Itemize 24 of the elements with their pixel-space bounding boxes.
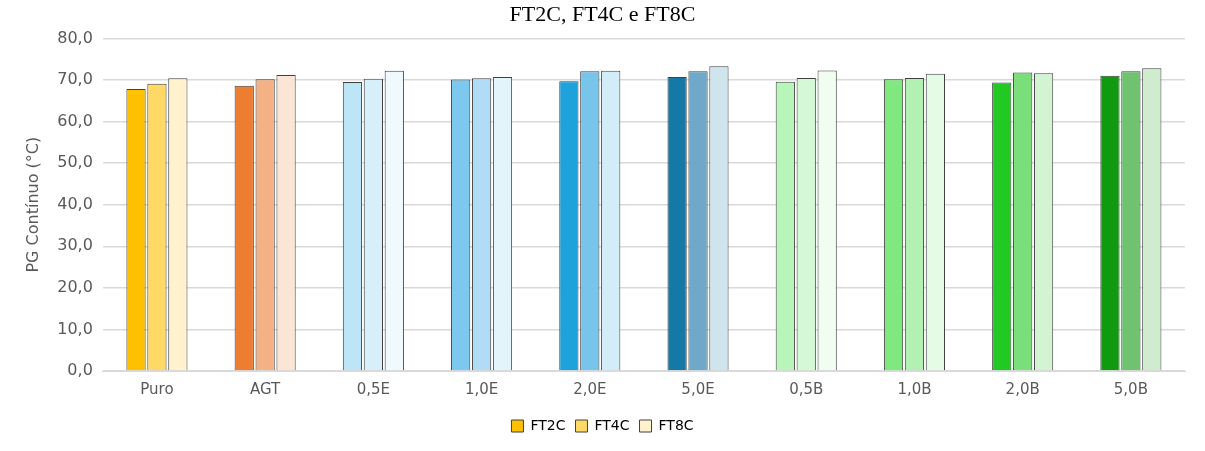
x-tick-label: 0,5E (356, 379, 391, 398)
y-tick-label: 40,0 (57, 193, 93, 213)
y-tick-label: 20,0 (57, 277, 93, 297)
y-tick-label: 50,0 (57, 152, 93, 172)
y-tick-label: 80,0 (57, 27, 93, 47)
x-tick-label: 0,5B (789, 379, 824, 398)
legend-label: FT2C (530, 416, 566, 433)
chart-title: FT2C, FT4C e FT8C (509, 0, 696, 26)
y-tick-label: 60,0 (57, 110, 93, 130)
x-tick-label: AGT (250, 379, 282, 398)
x-tick-label: 5,0B (1113, 379, 1148, 398)
y-tick-label: 0,0 (67, 360, 93, 380)
x-tick-label: 2,0B (1005, 379, 1040, 398)
x-tick-label: 1,0B (897, 379, 932, 398)
legend-label: FT8C (658, 416, 694, 433)
y-tick-label: 70,0 (57, 69, 93, 89)
legend-label: FT4C (594, 416, 630, 433)
x-tick-label: 2,0E (573, 379, 607, 398)
x-tick-label: Puro (140, 379, 174, 398)
x-tick-label: 5,0E (681, 379, 715, 398)
y-tick-label: 10,0 (57, 318, 93, 338)
y-axis-title: PG Contínuo (°C) (22, 136, 42, 273)
x-tick-label: 1,0E (464, 379, 499, 398)
y-tick-label: 30,0 (57, 235, 93, 255)
